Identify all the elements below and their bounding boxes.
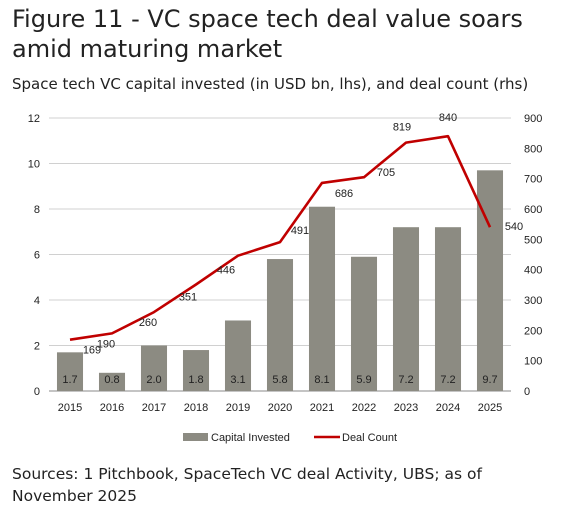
bar-label-2022: 5.9: [356, 374, 371, 386]
bar-label-2020: 5.8: [272, 374, 287, 386]
x-tick-label: 2015: [58, 402, 82, 414]
legend-line-label: Deal Count: [342, 432, 397, 444]
line-label-2023: 819: [393, 122, 411, 134]
x-tick-label: 2025: [478, 402, 502, 414]
left-tick-label: 2: [34, 341, 40, 353]
right-tick-label: 500: [524, 234, 542, 246]
x-tick-label: 2019: [226, 402, 250, 414]
x-tick-label: 2016: [100, 402, 124, 414]
line-label-2015: 169: [83, 345, 101, 357]
bar-2023: [392, 227, 420, 391]
deal-count-line: [69, 134, 492, 341]
left-tick-label: 6: [34, 250, 40, 262]
axis-ticks: 0 2 4 6 8 10 12 0 100 200 300 400 500 600 700 800 900 201…: [28, 113, 543, 414]
bar-label-2024: 7.2: [440, 374, 455, 386]
bar-2016: [98, 372, 126, 391]
right-tick-label: 600: [524, 204, 542, 216]
bar-label-2015: 1.7: [62, 374, 77, 386]
line-label-2018: 351: [179, 292, 197, 304]
bar-2021: [308, 206, 336, 391]
right-tick-label: 0: [524, 386, 530, 398]
right-tick-label: 100: [524, 356, 542, 368]
line-label-2019: 446: [217, 265, 235, 277]
line-label-2020: 491: [291, 225, 309, 237]
line-label-2016: 190: [97, 338, 115, 350]
x-tick-label: 2018: [184, 402, 208, 414]
bar-series: [56, 170, 504, 391]
line-label-2022: 705: [377, 167, 395, 179]
left-tick-label: 0: [34, 386, 40, 398]
bar-2025: [476, 170, 504, 391]
left-tick-label: 4: [34, 295, 40, 307]
bar-label-2025: 9.7: [482, 374, 497, 386]
chart-subtitle: Space tech VC capital invested (in USD b…: [12, 75, 529, 93]
x-tick-label: 2021: [310, 402, 334, 414]
line-label-2024: 840: [439, 112, 457, 124]
right-tick-label: 300: [524, 295, 542, 307]
line-label-2025: 540: [505, 221, 523, 233]
line-label-2021: 686: [335, 188, 353, 200]
bar-label-2018: 1.8: [188, 374, 203, 386]
bar-label-2016: 0.8: [104, 374, 119, 386]
legend: Capital Invested Deal Count: [183, 432, 397, 444]
right-tick-label: 400: [524, 265, 542, 277]
x-tick-label: 2024: [436, 402, 460, 414]
x-tick-label: 2022: [352, 402, 376, 414]
bar-2024: [434, 227, 462, 391]
x-tick-label: 2017: [142, 402, 166, 414]
left-tick-label: 10: [28, 159, 40, 171]
bar-2020: [266, 259, 294, 391]
legend-bar-swatch: [183, 433, 208, 441]
legend-bar-label: Capital Invested: [211, 432, 290, 444]
bar-2022: [350, 256, 378, 391]
x-tick-label: 2020: [268, 402, 292, 414]
bar-labels: 1.7 0.8 2.0 1.8 3.1 5.8 8.1 5.9 7.2 7.2 9.7: [62, 374, 497, 386]
line-series: [69, 134, 492, 341]
left-tick-label: 12: [28, 113, 40, 125]
source-note: Sources: 1 Pitchbook, SpaceTech VC deal …: [12, 465, 482, 505]
bar-2017: [140, 345, 168, 391]
right-tick-label: 800: [524, 143, 542, 155]
page-title: Figure 11 - VC space tech deal value soa…: [12, 5, 523, 63]
right-tick-label: 900: [524, 113, 542, 125]
bar-label-2021: 8.1: [314, 374, 329, 386]
right-tick-label: 700: [524, 174, 542, 186]
right-tick-label: 200: [524, 325, 542, 337]
bar-2018: [182, 350, 210, 391]
bar-2015: [56, 352, 84, 391]
x-tick-label: 2023: [394, 402, 418, 414]
bar-2019: [224, 320, 252, 391]
combo-chart: 1.7 0.8 2.0 1.8 3.1 5.8 8.1 5.9 7.2 7.2 9.7 169190…: [28, 112, 543, 444]
bar-label-2019: 3.1: [230, 374, 245, 386]
line-label-2017: 260: [139, 317, 157, 329]
left-tick-label: 8: [34, 204, 40, 216]
bar-label-2017: 2.0: [146, 374, 161, 386]
bar-label-2023: 7.2: [398, 374, 413, 386]
